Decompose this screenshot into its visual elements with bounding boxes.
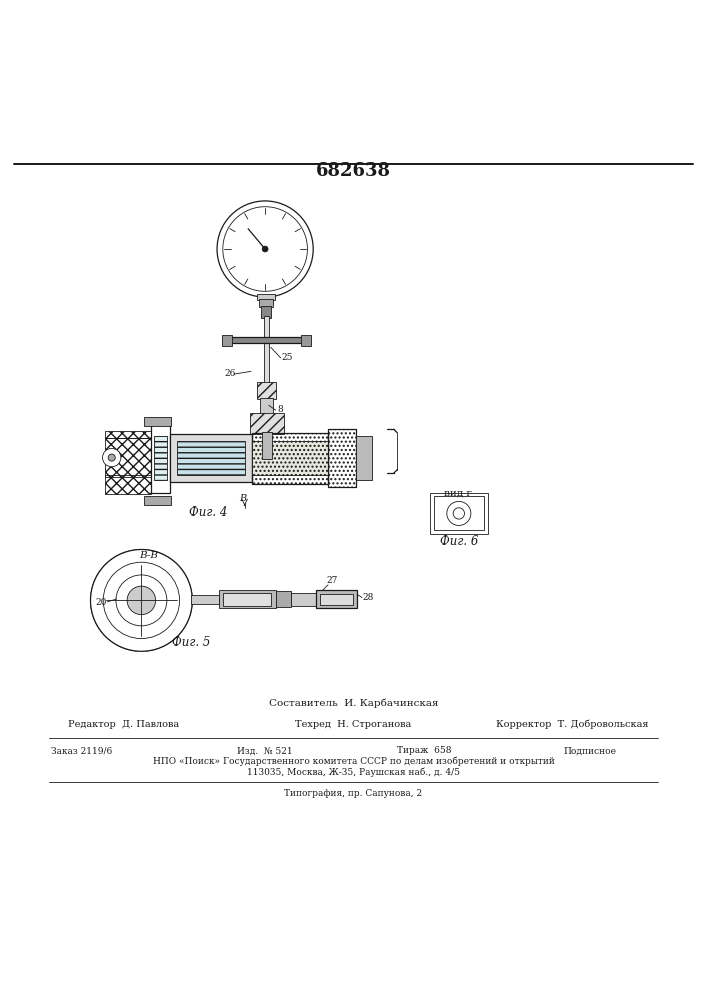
Bar — [144, 496, 171, 505]
Bar — [261, 306, 271, 318]
Text: Фиг. 6: Фиг. 6 — [440, 535, 478, 548]
Bar — [301, 335, 311, 346]
Text: 28: 28 — [363, 593, 374, 602]
Bar — [328, 429, 356, 487]
Text: 27: 27 — [327, 576, 338, 585]
Text: Типография, пр. Сапунова, 2: Типография, пр. Сапунова, 2 — [284, 789, 423, 798]
Wedge shape — [90, 550, 138, 597]
Bar — [177, 441, 245, 475]
Wedge shape — [145, 550, 192, 597]
Circle shape — [217, 201, 313, 297]
Bar — [170, 434, 252, 482]
Bar — [219, 590, 276, 608]
Text: НПО «Поиск» Государственного комитета СССР по делам изобретений и открытий: НПО «Поиск» Государственного комитета СС… — [153, 757, 554, 766]
Bar — [252, 433, 328, 484]
Bar — [105, 475, 151, 494]
Bar — [257, 382, 276, 399]
Text: Подписное: Подписное — [564, 746, 617, 755]
Circle shape — [90, 549, 192, 651]
Text: 26: 26 — [225, 369, 236, 378]
Wedge shape — [90, 604, 138, 651]
Bar — [276, 591, 291, 607]
Bar — [430, 493, 488, 534]
Bar — [262, 432, 272, 459]
Bar — [320, 594, 353, 605]
Text: 113035, Москва, Ж-35, Раушская наб., д. 4/5: 113035, Москва, Ж-35, Раушская наб., д. … — [247, 767, 460, 777]
Circle shape — [103, 448, 121, 467]
Text: Составитель  И. Карбачинская: Составитель И. Карбачинская — [269, 698, 438, 708]
Text: 20: 20 — [95, 598, 107, 607]
Circle shape — [108, 454, 115, 461]
Bar — [226, 337, 308, 343]
Text: Техред  Н. Строганова: Техред Н. Строганова — [296, 720, 411, 729]
Bar — [257, 294, 275, 300]
Circle shape — [116, 575, 167, 626]
Bar — [222, 335, 232, 346]
Bar — [434, 496, 484, 530]
Bar — [291, 593, 316, 606]
Text: 8: 8 — [277, 405, 283, 414]
Text: Заказ 2119/6: Заказ 2119/6 — [51, 746, 112, 755]
Bar — [252, 441, 328, 475]
Bar — [356, 436, 372, 480]
Bar — [259, 299, 273, 307]
Bar — [264, 316, 269, 383]
Bar — [105, 438, 151, 477]
Bar — [191, 595, 219, 604]
Text: В: В — [239, 494, 246, 503]
Bar — [260, 398, 273, 414]
Text: Редактор  Д. Павлова: Редактор Д. Павлова — [68, 720, 180, 729]
Circle shape — [103, 562, 180, 639]
Text: вид г: вид г — [444, 488, 472, 497]
Bar — [316, 590, 357, 608]
Bar — [105, 431, 151, 438]
Text: 682638: 682638 — [316, 162, 391, 180]
Text: Тираж  658: Тираж 658 — [397, 746, 452, 755]
Bar — [223, 593, 271, 606]
Text: 25: 25 — [281, 353, 293, 362]
Bar — [151, 424, 170, 493]
Wedge shape — [145, 604, 192, 651]
Bar — [144, 417, 171, 426]
Circle shape — [262, 246, 268, 252]
Bar — [250, 413, 284, 434]
Bar — [154, 436, 167, 480]
Circle shape — [127, 586, 156, 615]
Circle shape — [447, 501, 471, 525]
Text: Фиг. 4: Фиг. 4 — [189, 506, 228, 519]
Text: Изд.  № 521: Изд. № 521 — [238, 746, 293, 755]
Text: Фиг. 5: Фиг. 5 — [172, 636, 210, 649]
Text: Корректор  Т. Добровольская: Корректор Т. Добровольская — [496, 719, 649, 729]
Text: B-B: B-B — [139, 551, 158, 560]
